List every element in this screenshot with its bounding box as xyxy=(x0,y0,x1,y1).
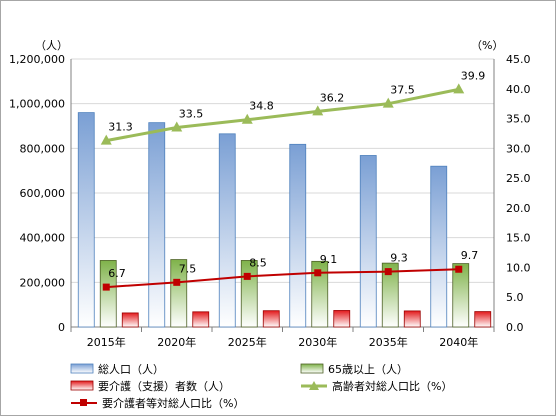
legend-swatch-65-over xyxy=(300,363,324,374)
marker-care-ratio xyxy=(102,283,110,291)
x-tick-label: 2025年 xyxy=(228,335,267,349)
bar-65-over xyxy=(170,259,188,328)
marker-care-ratio xyxy=(243,272,251,280)
left-tick-label: 1,200,000 xyxy=(9,53,65,66)
bar-total-population xyxy=(148,122,166,328)
legend-marker-care-ratio xyxy=(80,399,87,406)
x-tick-label: 2015年 xyxy=(87,335,126,349)
legend-item-total-population: 総人口（人） xyxy=(70,362,164,376)
legend-item-elderly-ratio: 高齢者対総人口比（%） xyxy=(301,379,452,393)
left-tick-label: 400,000 xyxy=(20,232,66,245)
marker-care-ratio xyxy=(455,265,463,273)
line-elderly-ratio xyxy=(105,87,460,143)
right-tick-label: 10.0 xyxy=(506,261,531,274)
legend-swatch-total-population xyxy=(70,363,94,374)
lines xyxy=(100,83,465,291)
marker-elderly-ratio xyxy=(241,113,253,124)
right-axis-unit: （%） xyxy=(471,39,503,52)
legend-label-total-population: 総人口（人） xyxy=(98,362,164,376)
x-tick-label: 2030年 xyxy=(298,335,337,349)
data-label-elderly-ratio: 31.3 xyxy=(108,121,133,134)
data-label-care-ratio: 7.5 xyxy=(179,262,197,275)
bar-care-needed xyxy=(192,311,210,328)
left-tick-label: 1,000,000 xyxy=(9,98,65,111)
bar-65-over xyxy=(311,260,329,328)
legend-item-care-ratio: 要介護者等対総人口比（%） xyxy=(71,396,244,410)
bar-65-over xyxy=(99,260,117,328)
x-tick-label: 2020年 xyxy=(157,335,196,349)
right-tick-label: 20.0 xyxy=(506,202,531,215)
legend-label-65-over: 65歳以上（人） xyxy=(328,363,408,376)
left-tick-label: 0 xyxy=(58,321,65,334)
bar-total-population xyxy=(77,112,95,328)
data-label-care-ratio: 9.1 xyxy=(320,253,338,266)
right-tick-label: 45.0 xyxy=(506,53,531,66)
right-tick-label: 40.0 xyxy=(506,83,531,96)
marker-elderly-ratio xyxy=(453,83,465,94)
data-label-elderly-ratio: 34.8 xyxy=(249,100,274,113)
right-tick-label: 15.0 xyxy=(506,232,531,245)
left-axis-unit: （人） xyxy=(35,39,68,52)
line-care-ratio xyxy=(106,268,459,289)
right-axis-ticks: 0.0 5.0 10.0 15.0 20.0 25.0 30.0 35.0 40.0 45.0 xyxy=(506,53,531,334)
bar-care-needed xyxy=(121,312,139,328)
bar-care-needed xyxy=(403,310,421,328)
data-label-care-ratio: 8.5 xyxy=(249,256,267,269)
legend: 総人口（人） 65歳以上（人） 要介護（支援）者数（人） 高齢者対総人口比（%）… xyxy=(70,362,452,410)
bar-65-over xyxy=(452,263,470,328)
left-tick-label: 800,000 xyxy=(20,142,66,155)
data-labels: 31.3 33.5 34.8 36.2 37.5 39.9 6.7 7.5 8.5 9.1 9.3 9… xyxy=(108,69,485,280)
bar-total-population xyxy=(359,155,377,328)
bar-65-over xyxy=(381,262,399,328)
right-tick-label: 25.0 xyxy=(506,172,531,185)
bar-total-population xyxy=(430,165,448,328)
right-tick-label: 30.0 xyxy=(506,142,531,155)
left-tick-label: 600,000 xyxy=(20,187,66,200)
data-label-care-ratio: 9.7 xyxy=(461,249,479,262)
data-label-elderly-ratio: 36.2 xyxy=(320,91,345,104)
marker-care-ratio xyxy=(173,278,181,286)
right-tick-label: 35.0 xyxy=(506,113,531,126)
legend-label-care-needed: 要介護（支援）者数（人） xyxy=(98,379,230,393)
data-label-care-ratio: 6.7 xyxy=(108,267,126,280)
data-label-elderly-ratio: 39.9 xyxy=(461,69,486,82)
marker-elderly-ratio xyxy=(312,105,324,116)
marker-elderly-ratio xyxy=(100,134,112,145)
legend-swatch-care-needed xyxy=(70,380,94,391)
left-tick-label: 200,000 xyxy=(20,276,66,289)
marker-elderly-ratio xyxy=(171,121,183,132)
legend-label-elderly-ratio: 高齢者対総人口比（%） xyxy=(332,379,452,393)
legend-marker-elderly-ratio xyxy=(309,381,319,390)
data-label-elderly-ratio: 33.5 xyxy=(179,107,204,120)
bar-65-over xyxy=(240,260,258,328)
x-tick-label: 2035年 xyxy=(369,335,408,349)
x-axis-ticks: 2015年 2020年 2025年 2030年 2035年 2040年 xyxy=(70,327,495,349)
bar-total-population xyxy=(289,143,307,328)
right-tick-label: 0.0 xyxy=(506,321,524,334)
bar-care-needed xyxy=(474,311,492,328)
legend-item-care-needed: 要介護（支援）者数（人） xyxy=(70,379,230,393)
data-label-elderly-ratio: 37.5 xyxy=(390,84,415,97)
marker-care-ratio xyxy=(314,269,322,277)
right-tick-label: 5.0 xyxy=(506,291,524,304)
bar-total-population xyxy=(218,133,236,328)
data-label-care-ratio: 9.3 xyxy=(390,252,408,265)
left-axis-ticks: 0 200,000 400,000 600,000 800,000 1,000,000 1,… xyxy=(9,53,65,334)
legend-label-care-ratio: 要介護者等対総人口比（%） xyxy=(102,396,244,410)
marker-care-ratio xyxy=(384,268,392,276)
x-tick-label: 2040年 xyxy=(439,335,478,349)
bar-care-needed xyxy=(262,310,280,328)
marker-elderly-ratio xyxy=(382,97,394,108)
bars xyxy=(77,112,492,328)
legend-item-65-over: 65歳以上（人） xyxy=(300,363,408,376)
bar-care-needed xyxy=(333,310,351,328)
